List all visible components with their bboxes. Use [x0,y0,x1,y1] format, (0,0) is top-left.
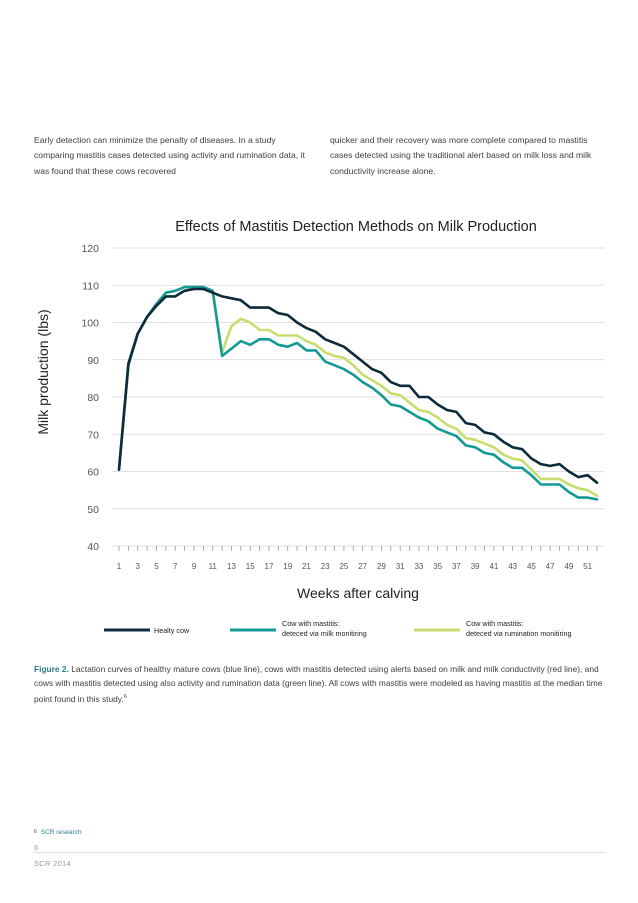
x-tick-label: 37 [452,562,461,571]
x-tick-label: 7 [173,562,178,571]
figure-caption: Figure 2. Lactation curves of healthy ma… [34,662,604,706]
x-tick-label: 35 [433,562,442,571]
x-tick-label: 9 [192,562,197,571]
x-tick-label: 47 [546,562,555,571]
x-tick-label: 51 [583,562,592,571]
y-tick-label: 80 [87,392,99,404]
y-tick-label: 70 [87,429,99,441]
series-line-2 [117,285,599,501]
x-tick-label: 41 [489,562,498,571]
x-tick-label: 13 [227,562,236,571]
legend-label-2: Cow with mastitis: [282,619,340,628]
x-tick-label: 17 [265,562,274,571]
legend-label-1: Healty cow [154,626,190,635]
figure-caption-text: Lactation curves of healthy mature cows … [34,664,603,705]
chart-title: Effects of Mastitis Detection Methods on… [175,219,537,235]
x-tick-label: 1 [117,562,122,571]
y-tick-label: 60 [87,467,99,479]
legend-label-2: deteced via milk monitiring [282,629,367,638]
x-tick-label: 31 [396,562,405,571]
body-text-right: quicker and their recovery was more comp… [330,134,592,176]
page-number: 6 [34,843,39,852]
series-line-3 [117,285,599,498]
x-tick-label: 19 [283,562,292,571]
x-axis-label: Weeks after calving [297,585,419,601]
milk-production-chart: Effects of Mastitis Detection Methods on… [35,219,604,638]
x-tick-label: 3 [136,562,141,571]
y-tick-label: 90 [87,355,99,367]
x-tick-label: 21 [302,562,311,571]
series-line-1 [117,287,599,485]
x-tick-label: 45 [527,562,536,571]
x-tick-label: 27 [358,562,367,571]
x-tick-label: 23 [321,562,330,571]
x-tick-label: 43 [508,562,517,571]
figure-caption-ref: 6 [123,694,127,701]
legend-label-3: deteced via rumination monitiring [466,629,571,638]
x-tick-label: 49 [564,562,573,571]
legend-label-3: Cow with mastitis: [466,619,524,628]
y-tick-label: 110 [82,280,99,292]
x-tick-label: 39 [471,562,480,571]
x-tick-label: 15 [246,562,255,571]
footer-divider [34,852,604,853]
x-tick-label: 5 [154,562,159,571]
x-tick-label: 11 [209,562,218,571]
figure-label: Figure 2. [34,664,69,674]
y-axis-label: Milk production (lbs) [35,309,51,434]
y-tick-label: 100 [81,318,99,330]
y-tick-label: 40 [87,541,99,553]
footnote-text: SCR research [40,829,82,836]
footer-text: SCR 2014 [34,859,72,868]
body-text-left: Early detection can minimize the penalty… [34,134,305,176]
y-tick-label: 50 [87,504,99,516]
x-tick-label: 29 [377,562,386,571]
x-tick-label: 33 [414,562,423,571]
x-tick-label: 25 [339,562,348,571]
y-tick-label: 120 [81,243,99,255]
footnote-number: 6 [34,829,37,835]
footnote: 6 SCR research [34,829,82,836]
